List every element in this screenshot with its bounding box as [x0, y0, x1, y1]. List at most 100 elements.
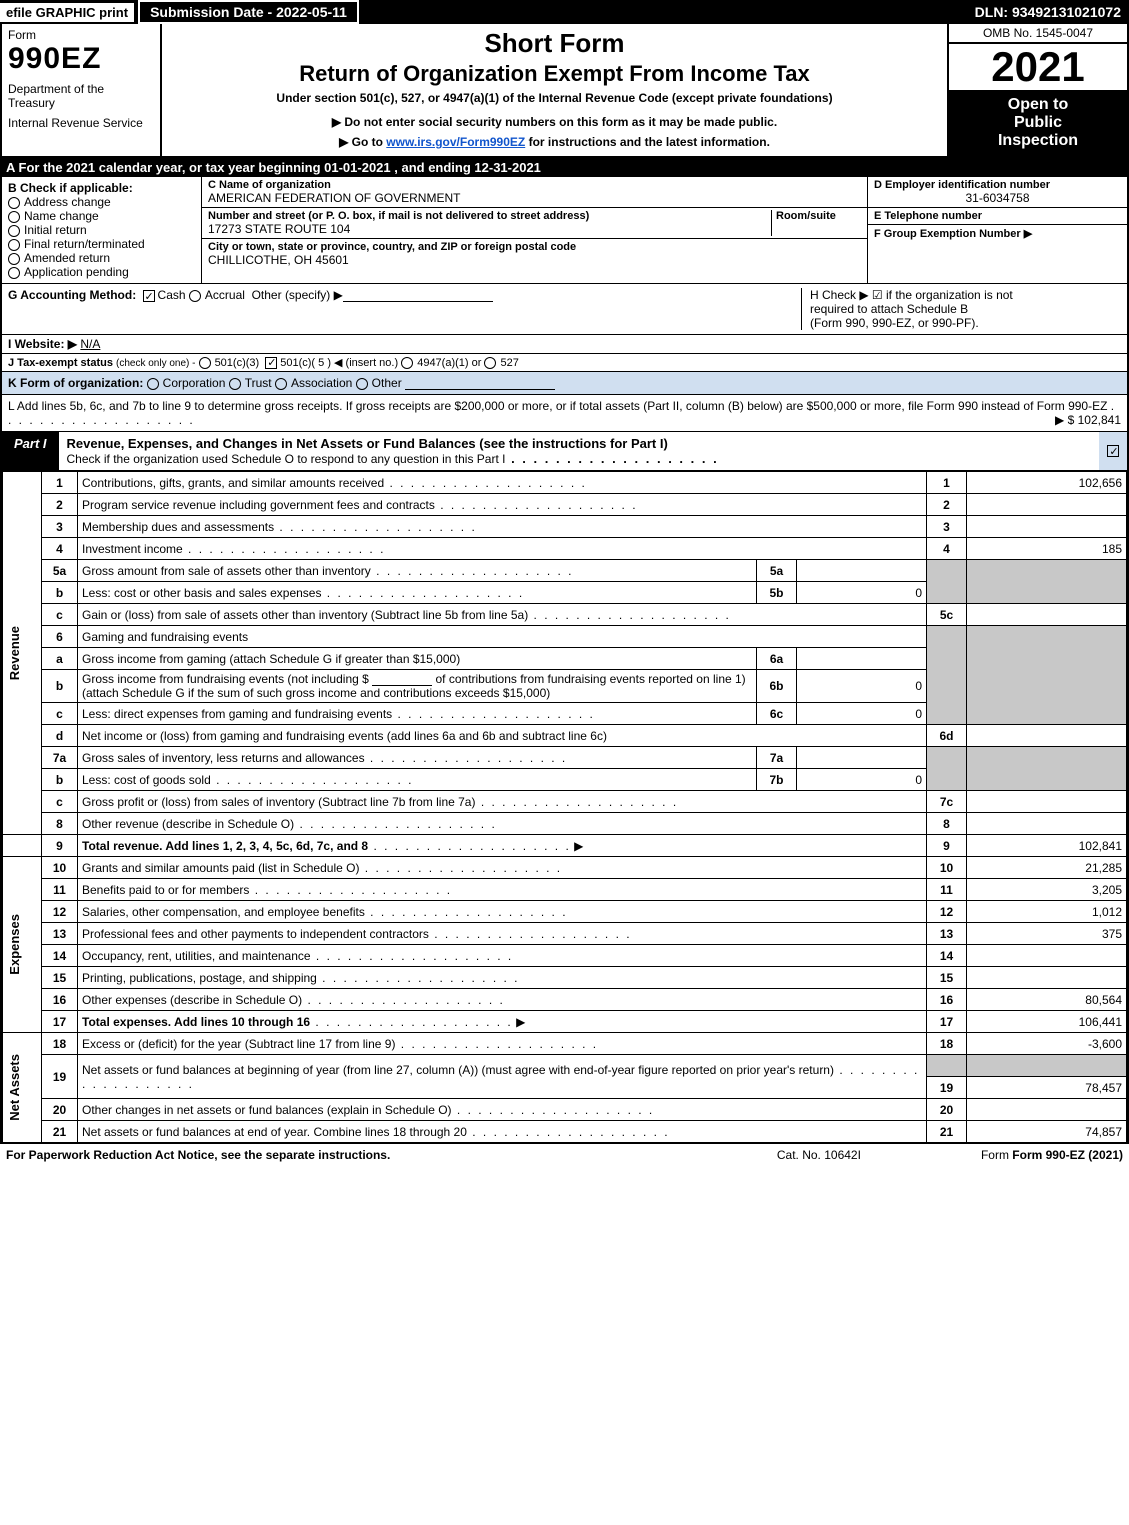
f-label: F Group Exemption Number ▶ [874, 227, 1121, 240]
column-def: D Employer identification number 31-6034… [867, 177, 1127, 283]
g-other: Other (specify) ▶ [252, 288, 343, 302]
j-501c3-check[interactable] [199, 357, 211, 369]
check-amended[interactable]: Amended return [8, 251, 195, 265]
line-6: 6 Gaming and fundraising events [3, 626, 1127, 648]
e-box: E Telephone number [868, 208, 1127, 225]
i-website-row: I Website: ▶ N/A [2, 334, 1127, 353]
c-city-box: City or town, state or province, country… [202, 239, 867, 269]
j-4947-check[interactable] [401, 357, 413, 369]
line-11: 11 Benefits paid to or for members 11 3,… [3, 879, 1127, 901]
ein-value: 31-6034758 [874, 191, 1121, 205]
column-b: B Check if applicable: Address change Na… [2, 177, 202, 283]
gh-row: G Accounting Method: Cash Accrual Other … [2, 283, 1127, 334]
amt-13: 375 [967, 923, 1127, 945]
return-title: Return of Organization Exempt From Incom… [299, 61, 810, 87]
line-19a: 19 Net assets or fund balances at beginn… [3, 1055, 1127, 1077]
j-label: J Tax-exempt status [8, 357, 113, 369]
header-right: OMB No. 1545-0047 2021 Open to Public In… [947, 24, 1127, 156]
amt-12: 1,012 [967, 901, 1127, 923]
side-expenses: Expenses [7, 914, 22, 975]
c-name-label: C Name of organization [208, 179, 861, 191]
line-1: Revenue 1 Contributions, gifts, grants, … [3, 472, 1127, 494]
goto-note: ▶ Go to www.irs.gov/Form990EZ for instru… [339, 135, 770, 149]
line-a-calendar: A For the 2021 calendar year, or tax yea… [0, 158, 1129, 177]
amt-1: 102,656 [967, 472, 1127, 494]
amt-19: 78,457 [967, 1077, 1127, 1099]
k-trust-check[interactable] [229, 378, 241, 390]
j-501c-check[interactable] [265, 357, 277, 369]
sv-7b: 0 [797, 769, 927, 791]
d-box: D Employer identification number 31-6034… [868, 177, 1127, 208]
h-line2: required to attach Schedule B [810, 302, 1121, 316]
k-label: K Form of organization: [8, 376, 143, 390]
j-sub: (check only one) - [116, 358, 195, 369]
part1-subtitle: Check if the organization used Schedule … [67, 452, 506, 466]
line-7a: 7a Gross sales of inventory, less return… [3, 747, 1127, 769]
part1-scho-check[interactable] [1099, 432, 1127, 470]
amt-9: 102,841 [967, 835, 1127, 857]
l-text: L Add lines 5b, 6c, and 7b to line 9 to … [8, 399, 1107, 413]
line-2: 2 Program service revenue including gove… [3, 494, 1127, 516]
j-527-check[interactable] [484, 357, 496, 369]
under-section: Under section 501(c), 527, or 4947(a)(1)… [276, 91, 832, 105]
ssn-note: ▶ Do not enter social security numbers o… [332, 115, 777, 129]
open-public-inspection: Open to Public Inspection [949, 90, 1127, 156]
l-line: L Add lines 5b, 6c, and 7b to line 9 to … [2, 394, 1127, 431]
g-label: G Accounting Method: [8, 288, 136, 302]
amt-20 [967, 1099, 1127, 1121]
amt-5c [967, 604, 1127, 626]
line-9: 9 Total revenue. Add lines 1, 2, 3, 4, 5… [3, 835, 1127, 857]
j-opt3: 4947(a)(1) or [417, 357, 481, 369]
line-7c: c Gross profit or (loss) from sales of i… [3, 791, 1127, 813]
open-line3: Inspection [953, 132, 1123, 150]
e-label: E Telephone number [874, 210, 1121, 222]
j-opt4: 527 [500, 357, 518, 369]
catalog-number: Cat. No. 10642I [777, 1148, 861, 1162]
c-name-box: C Name of organization AMERICAN FEDERATI… [202, 177, 867, 208]
check-name[interactable]: Name change [8, 209, 195, 223]
header-left: Form 990EZ Department of the Treasury In… [2, 24, 162, 156]
dept-treasury: Department of the Treasury [8, 82, 154, 110]
k-trust: Trust [245, 376, 272, 390]
g-accrual-check[interactable] [189, 290, 201, 302]
sv-5b: 0 [797, 582, 927, 604]
amt-18: -3,600 [967, 1033, 1127, 1055]
amt-14 [967, 945, 1127, 967]
c-street-box: Number and street (or P. O. box, if mail… [202, 208, 867, 239]
k-corp: Corporation [163, 376, 226, 390]
amt-4: 185 [967, 538, 1127, 560]
k-other-field[interactable] [405, 376, 555, 390]
k-assoc: Association [291, 376, 352, 390]
side-revenue: Revenue [7, 626, 22, 680]
page-footer: For Paperwork Reduction Act Notice, see … [0, 1143, 1129, 1166]
i-label: I Website: ▶ [8, 337, 77, 351]
line-16: 16 Other expenses (describe in Schedule … [3, 989, 1127, 1011]
check-address[interactable]: Address change [8, 195, 195, 209]
efile-label: efile GRAPHIC print [0, 3, 134, 22]
part1-header: Part I Revenue, Expenses, and Changes in… [2, 431, 1127, 471]
submission-date: Submission Date - 2022-05-11 [138, 0, 359, 24]
amt-2 [967, 494, 1127, 516]
dln-number: DLN: 93492131021072 [975, 4, 1129, 20]
open-line1: Open to [953, 96, 1123, 114]
k-corp-check[interactable] [147, 378, 159, 390]
check-initial[interactable]: Initial return [8, 223, 195, 237]
amt-8 [967, 813, 1127, 835]
part1-label: Part I [2, 432, 59, 470]
f-box: F Group Exemption Number ▶ [868, 225, 1127, 242]
line-8: 8 Other revenue (describe in Schedule O)… [3, 813, 1127, 835]
k-assoc-check[interactable] [275, 378, 287, 390]
line-21: 21 Net assets or fund balances at end of… [3, 1121, 1127, 1143]
j-opt2: 501(c)( 5 ) ◀ (insert no.) [280, 357, 398, 369]
check-final[interactable]: Final return/terminated [8, 237, 195, 251]
amt-7c [967, 791, 1127, 813]
k-other-check[interactable] [356, 378, 368, 390]
g-cash-check[interactable] [143, 290, 155, 302]
check-pending[interactable]: Application pending [8, 265, 195, 279]
line-5c: c Gain or (loss) from sale of assets oth… [3, 604, 1127, 626]
top-bar: efile GRAPHIC print Submission Date - 20… [0, 0, 1129, 24]
irs-link[interactable]: www.irs.gov/Form990EZ [386, 135, 525, 149]
g-other-field[interactable] [343, 288, 493, 302]
open-line2: Public [953, 114, 1123, 132]
form-word: Form [8, 28, 154, 42]
